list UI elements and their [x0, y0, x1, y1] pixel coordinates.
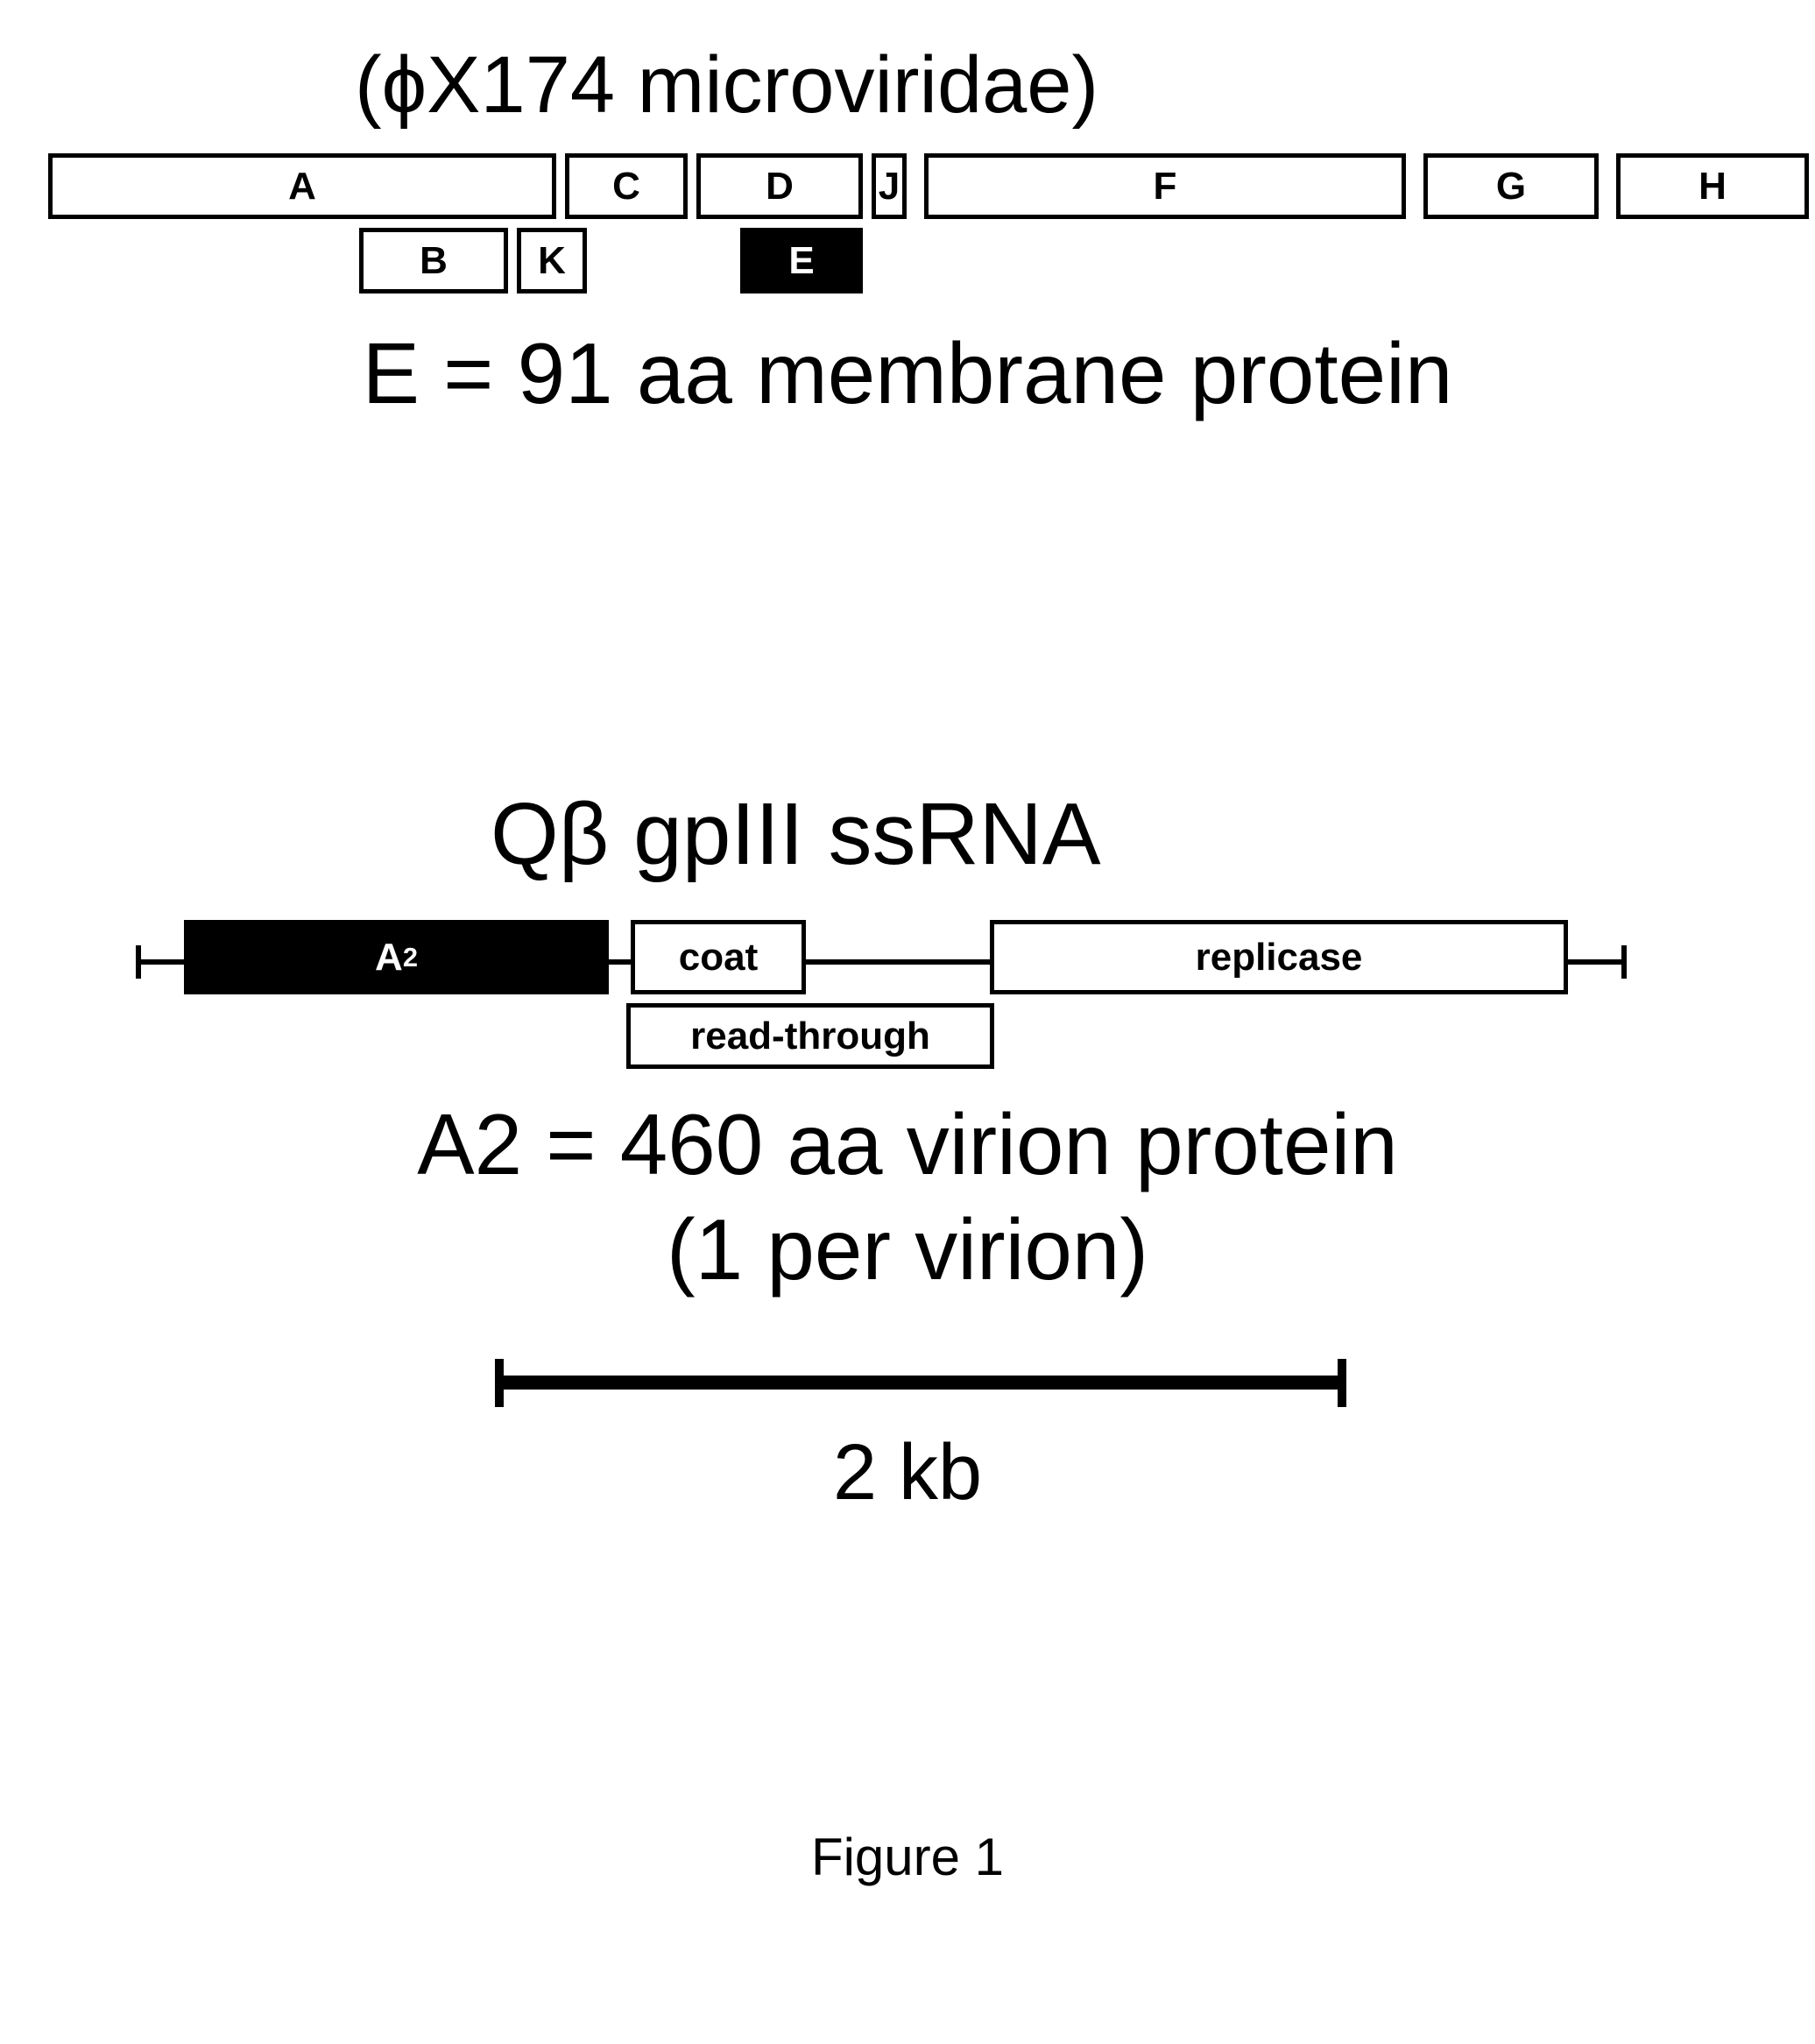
scale-bar — [495, 1376, 1345, 1390]
qbeta-gene-replicase: replicase — [990, 920, 1568, 994]
phix-gene-A: A — [48, 153, 556, 219]
qbeta-gene-readthrough: read-through — [626, 1003, 994, 1069]
qbeta-baseline-tick-0 — [136, 945, 141, 979]
phix-gene-C: C — [565, 153, 688, 219]
phix-gene-D: D — [696, 153, 863, 219]
phix-caption: E = 91 aa membrane protein — [0, 324, 1815, 423]
phix-gene-E: E — [740, 228, 863, 294]
qbeta-baseline-tick-1 — [1621, 945, 1627, 979]
scale-bar-tick-0 — [495, 1359, 504, 1407]
scale-bar-tick-1 — [1338, 1359, 1346, 1407]
qbeta-caption2: (1 per virion) — [0, 1200, 1815, 1299]
qbeta-caption1: A2 = 460 aa virion protein — [0, 1095, 1815, 1194]
scale-bar-label: 2 kb — [0, 1428, 1815, 1518]
phix-gene-J: J — [872, 153, 907, 219]
diagram-canvas: (ϕX174 microviridae) ACDJFGH BK E E = 91 aa … — [0, 0, 1815, 2044]
figure-label: Figure 1 — [0, 1827, 1815, 1887]
phix-gene-G: G — [1423, 153, 1599, 219]
phix-gene-F: F — [924, 153, 1406, 219]
phix-gene-K: K — [517, 228, 587, 294]
phix-gene-H: H — [1616, 153, 1809, 219]
qbeta-gene-A2: A2 — [184, 920, 609, 994]
phix-title: (ϕX174 microviridae) — [355, 39, 1098, 131]
phix-gene-B: B — [359, 228, 508, 294]
qbeta-gene-coat: coat — [631, 920, 806, 994]
qbeta-title: Qβ gpIII ssRNA — [491, 784, 1101, 885]
